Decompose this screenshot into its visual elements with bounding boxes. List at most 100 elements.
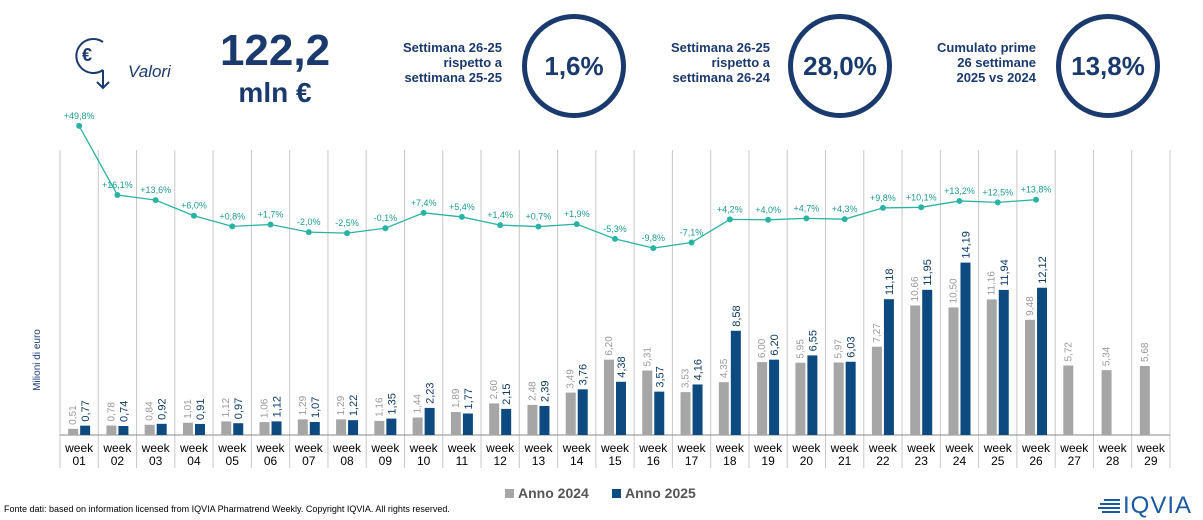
x-tick-label: 16 (647, 454, 661, 468)
growth-label: -0,1% (374, 213, 398, 223)
x-tick-label: 19 (761, 454, 775, 468)
bar-2025 (769, 359, 780, 435)
growth-point (420, 209, 427, 216)
bar-label-2025: 6,20 (769, 334, 781, 355)
x-tick-label: 04 (187, 454, 201, 468)
iqvia-logo-text: IQVIA (1123, 492, 1193, 519)
valori-label: Valori (128, 62, 171, 81)
bar-2025 (922, 289, 933, 435)
x-tick-label: 07 (302, 454, 316, 468)
bar-2025 (616, 381, 626, 435)
growth-label: +0,7% (526, 212, 552, 222)
euro-down-icon: € (65, 30, 127, 94)
bar-2024 (833, 362, 844, 435)
bar-2024 (565, 392, 576, 435)
legend-2024: Anno 2024 (505, 485, 589, 501)
growth-label: +10,1% (906, 192, 937, 202)
x-tick-label: week (332, 441, 362, 455)
bar-2024 (1063, 365, 1074, 435)
growth-label: +1,9% (564, 209, 590, 219)
bar-label-2024: 10,50 (948, 278, 959, 303)
bar-label-2024: 5,68 (1140, 342, 1151, 362)
growth-label: -2,0% (297, 217, 321, 227)
kpi-label-1: Settimana 26-25 rispetto a settimana 25-… (403, 40, 502, 85)
bar-label-2024: 0,84 (145, 401, 156, 421)
growth-label: +12,5% (982, 187, 1013, 197)
x-tick-label: week (179, 441, 209, 455)
bar-2025 (807, 355, 818, 435)
bar-label-2025: 0,74 (118, 401, 130, 422)
x-tick-label: 29 (1144, 454, 1158, 468)
x-tick-label: 18 (723, 454, 737, 468)
bar-2024 (986, 299, 997, 435)
bar-label-2024: 1,89 (451, 388, 462, 408)
bar-label-2025: 2,23 (425, 382, 437, 403)
x-tick-label: 01 (72, 454, 86, 468)
bar-label-2025: 1,35 (386, 393, 398, 414)
growth-label: +49,8% (64, 111, 95, 121)
bar-label-2025: 12,12 (1037, 256, 1049, 284)
growth-label: +4,0% (755, 205, 781, 215)
x-tick-label: 15 (608, 454, 622, 468)
kpi-circle-1: 1,6% (522, 14, 626, 118)
growth-label: +6,0% (181, 201, 207, 211)
kpi-circle-2: 28,0% (788, 14, 892, 118)
bar-2025 (1037, 287, 1048, 435)
x-tick-label: 02 (111, 454, 125, 468)
growth-point (879, 204, 886, 211)
bar-label-2024: 2,60 (489, 380, 500, 400)
bar-2024 (144, 424, 155, 435)
growth-point (994, 199, 1001, 206)
x-tick-label: week (944, 441, 974, 455)
bar-2025 (692, 384, 703, 435)
x-tick-label: week (217, 441, 247, 455)
x-tick-label: 14 (570, 454, 584, 468)
bar-label-2025: 2,15 (501, 383, 513, 404)
bar-label-2025: 3,76 (578, 364, 590, 385)
growth-point (229, 223, 236, 230)
source-note: Fonte dati: based on information license… (4, 504, 450, 514)
legend-label-2025: Anno 2025 (625, 485, 696, 501)
bar-2025 (883, 299, 894, 435)
legend-2025: Anno 2025 (612, 485, 696, 501)
growth-point (114, 191, 121, 198)
bar-2024 (1139, 365, 1150, 435)
bar-2024 (680, 392, 691, 435)
bar-2025 (654, 391, 665, 435)
growth-point (152, 197, 159, 204)
bar-label-2024: 11,16 (987, 271, 998, 296)
bar-2024 (795, 362, 806, 435)
growth-label: +0,8% (219, 211, 245, 221)
x-tick-label: 23 (915, 454, 929, 468)
bar-label-2024: 1,12 (221, 397, 232, 417)
x-tick-label: week (906, 441, 936, 455)
bar-label-2025: 1,22 (348, 395, 360, 416)
growth-label: +4,7% (793, 203, 819, 213)
bar-label-2025: 8,58 (731, 305, 743, 326)
bar-label-2024: 10,66 (910, 276, 921, 301)
bar-2024 (871, 346, 882, 435)
bar-2024 (1025, 319, 1036, 435)
growth-point (803, 215, 810, 222)
x-tick-label: week (638, 441, 668, 455)
bar-2025 (845, 361, 856, 435)
bar-label-2025: 4,38 (616, 356, 628, 377)
x-tick-label: 08 (340, 454, 354, 468)
growth-point (841, 216, 848, 223)
bar-2025 (577, 389, 588, 435)
growth-point (267, 221, 274, 228)
x-tick-label: 09 (379, 454, 393, 468)
x-tick-label: week (1021, 441, 1051, 455)
x-tick-label: week (1059, 441, 1089, 455)
x-tick-label: 13 (532, 454, 546, 468)
x-tick-label: 20 (800, 454, 814, 468)
bar-2024 (259, 422, 270, 435)
growth-label: +5,4% (449, 202, 475, 212)
growth-point (650, 245, 657, 252)
bar-2025 (271, 421, 282, 435)
growth-point (497, 222, 504, 229)
bar-label-2024: 5,34 (1102, 346, 1113, 366)
growth-point (726, 216, 733, 223)
x-tick-label: week (370, 441, 400, 455)
